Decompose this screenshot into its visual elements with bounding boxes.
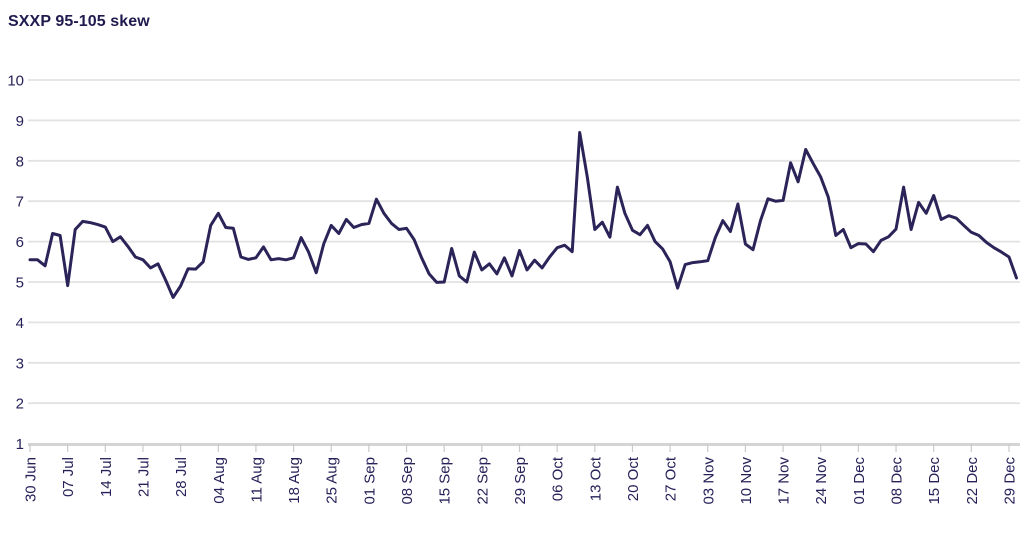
x-tick-label: 01 Dec: [851, 457, 868, 505]
x-tick-label: 04 Aug: [211, 457, 228, 504]
x-tick-label: 10 Nov: [738, 457, 755, 505]
x-tick-marks: [29, 444, 1010, 452]
chart-title: SXXP 95-105 skew: [8, 13, 150, 30]
x-tick-label: 29 Dec: [1002, 457, 1019, 505]
y-tick-label: 6: [16, 234, 24, 251]
x-tick-label: 30 Jun: [23, 457, 40, 502]
x-tick-label: 24 Nov: [813, 457, 830, 505]
x-tick-label: 15 Dec: [926, 457, 943, 505]
y-axis-labels: 1 2 3 4 5 6 7 8 9 10: [7, 73, 24, 454]
x-tick-label: 06 Oct: [550, 456, 567, 501]
x-tick-label: 25 Aug: [324, 457, 341, 504]
x-tick-label: 08 Dec: [889, 457, 906, 505]
y-tick-label: 2: [16, 396, 24, 413]
x-tick-label: 20 Oct: [625, 456, 642, 501]
x-tick-label: 07 Jul: [60, 457, 77, 497]
y-tick-label: 10: [7, 73, 24, 90]
x-tick-label: 29 Sep: [512, 457, 529, 505]
y-tick-label: 5: [16, 275, 24, 292]
y-tick-label: 1: [16, 436, 24, 453]
x-tick-label: 01 Sep: [361, 457, 378, 505]
x-tick-label: 18 Aug: [286, 457, 303, 504]
x-tick-label: 03 Nov: [700, 457, 717, 505]
x-tick-label: 22 Dec: [964, 457, 981, 505]
x-tick-label: 27 Oct: [663, 456, 680, 501]
x-axis-labels: 30 Jun 07 Jul 14 Jul 21 Jul 28 Jul 04 Aug 11 A…: [23, 456, 1019, 504]
x-tick-label: 13 Oct: [587, 456, 604, 501]
skew-series-line: [28, 131, 1018, 299]
x-tick-label: 28 Jul: [173, 457, 190, 497]
y-tick-label: 7: [16, 194, 24, 211]
x-tick-label: 15 Sep: [437, 457, 454, 505]
x-tick-label: 21 Jul: [135, 457, 152, 497]
x-tick-label: 11 Aug: [248, 457, 265, 503]
y-tick-label: 3: [16, 355, 24, 372]
x-tick-label: 17 Nov: [776, 457, 793, 505]
y-tick-label: 8: [16, 153, 24, 170]
x-tick-label: 14 Jul: [98, 457, 115, 497]
y-gridlines: [28, 79, 1020, 405]
x-tick-label: 08 Sep: [399, 457, 416, 505]
y-tick-label: 9: [16, 113, 24, 130]
y-tick-label: 4: [16, 315, 24, 332]
x-tick-label: 22 Sep: [474, 457, 491, 505]
